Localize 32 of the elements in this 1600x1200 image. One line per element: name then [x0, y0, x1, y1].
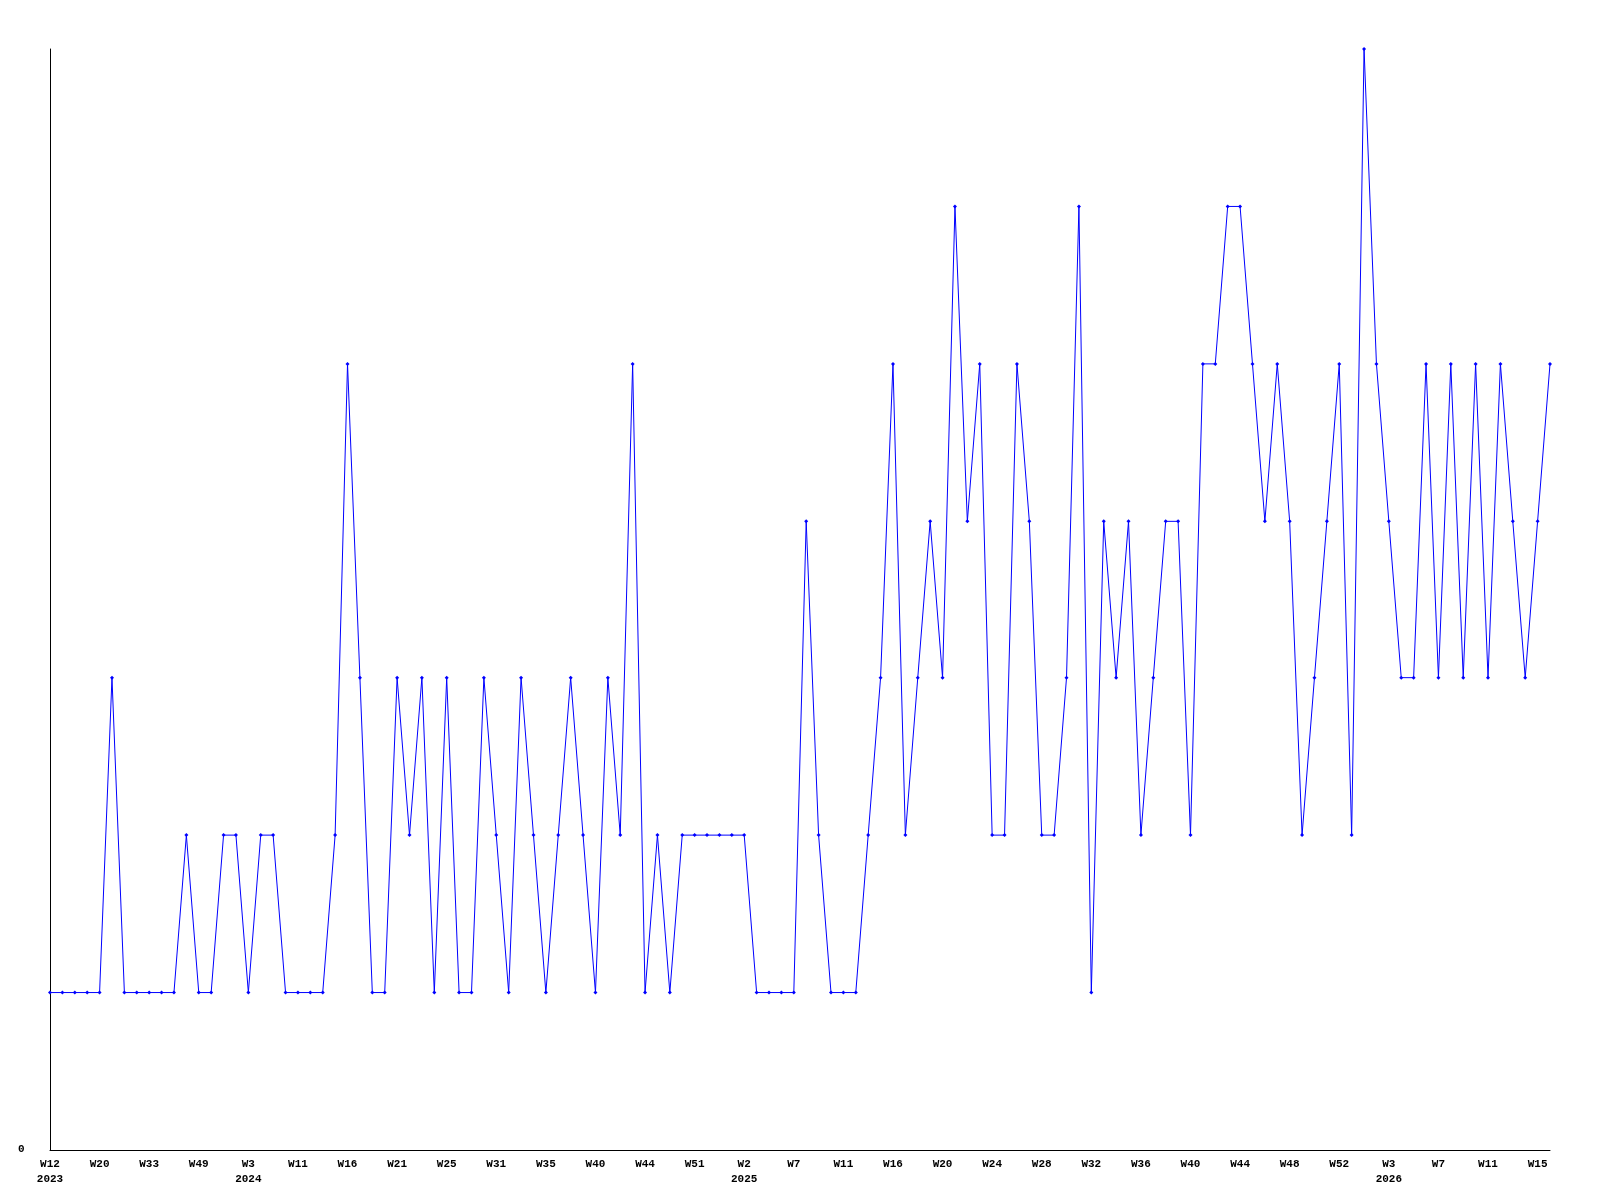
x-tick-label: W28	[1031, 1157, 1053, 1170]
x-tick-label: W16	[883, 1157, 903, 1170]
x-tick-label: W32	[1081, 1157, 1102, 1170]
x-tick-label: W16	[337, 1157, 358, 1170]
x-tick-label: W31	[486, 1157, 507, 1170]
x-tick-label: W48	[1279, 1157, 1300, 1170]
x-tick-label: W52	[1329, 1157, 1350, 1170]
x-tick-label: W15	[1527, 1157, 1548, 1170]
x-tick-label: W7	[787, 1157, 801, 1170]
x-tick-label: W2 2025	[731, 1157, 758, 1185]
x-tick-label: W11	[833, 1157, 854, 1170]
x-tick-label: W20	[89, 1157, 110, 1170]
x-tick-label: W40	[585, 1157, 606, 1170]
x-tick-label: W40	[1180, 1157, 1201, 1170]
x-tick-label: W44	[635, 1157, 656, 1170]
x-tick-label: W11	[288, 1157, 309, 1170]
x-tick-label: W12 2023	[36, 1157, 64, 1185]
x-tick-label: W33	[139, 1157, 160, 1170]
x-tick-label: W24	[982, 1157, 1003, 1170]
x-tick-label: W3 2026	[1375, 1157, 1403, 1185]
x-tick-label: W7	[1431, 1157, 1446, 1170]
x-tick-label: W49	[188, 1157, 209, 1170]
x-tick-label: W51	[684, 1157, 705, 1170]
x-tick-label: W44	[1230, 1157, 1251, 1170]
x-tick-label: W3 2024	[235, 1157, 262, 1185]
x-tick-label: W21	[387, 1157, 408, 1170]
x-tick-label: W36	[1131, 1157, 1151, 1170]
x-tick-label: W35	[535, 1157, 557, 1170]
x-tick-label: W20	[932, 1157, 953, 1170]
x-tick-label: W11	[1478, 1157, 1499, 1170]
text: 0	[18, 1142, 25, 1155]
x-tick-label: W25	[436, 1157, 457, 1170]
